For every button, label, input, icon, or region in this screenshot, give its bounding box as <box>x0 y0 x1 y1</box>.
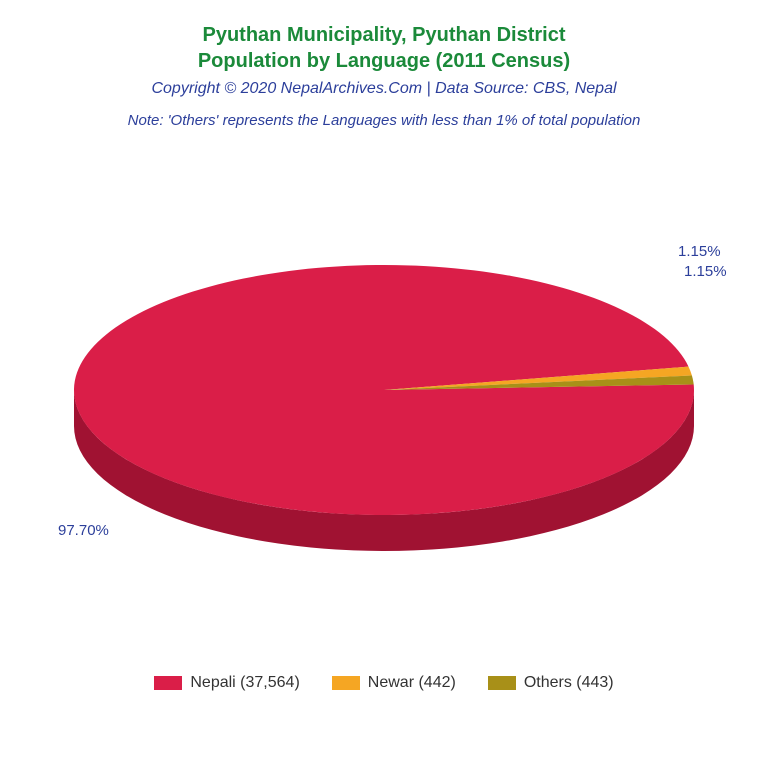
pct-label: 1.15% <box>684 263 727 280</box>
title-line-1: Pyuthan Municipality, Pyuthan District <box>0 22 768 48</box>
legend-swatch <box>488 676 516 690</box>
legend-item: Others (443) <box>488 674 614 692</box>
legend-item: Newar (442) <box>332 674 456 692</box>
legend-swatch <box>332 676 360 690</box>
legend-label: Others (443) <box>524 674 614 692</box>
pct-label: 97.70% <box>58 522 109 539</box>
legend-item: Nepali (37,564) <box>154 674 299 692</box>
pct-label: 1.15% <box>678 243 721 260</box>
title-line-2: Population by Language (2011 Census) <box>0 48 768 74</box>
pie-svg <box>0 170 768 590</box>
legend-label: Nepali (37,564) <box>190 674 299 692</box>
pie-slice <box>74 265 694 515</box>
legend: Nepali (37,564) Newar (442) Others (443) <box>0 674 768 692</box>
legend-label: Newar (442) <box>368 674 456 692</box>
legend-swatch <box>154 676 182 690</box>
chart-header: Pyuthan Municipality, Pyuthan District P… <box>0 0 768 129</box>
copyright-line: Copyright © 2020 NepalArchives.Com | Dat… <box>0 80 768 98</box>
note-line: Note: 'Others' represents the Languages … <box>0 112 768 129</box>
pie-chart: 97.70% 1.15% 1.15% <box>0 170 768 590</box>
